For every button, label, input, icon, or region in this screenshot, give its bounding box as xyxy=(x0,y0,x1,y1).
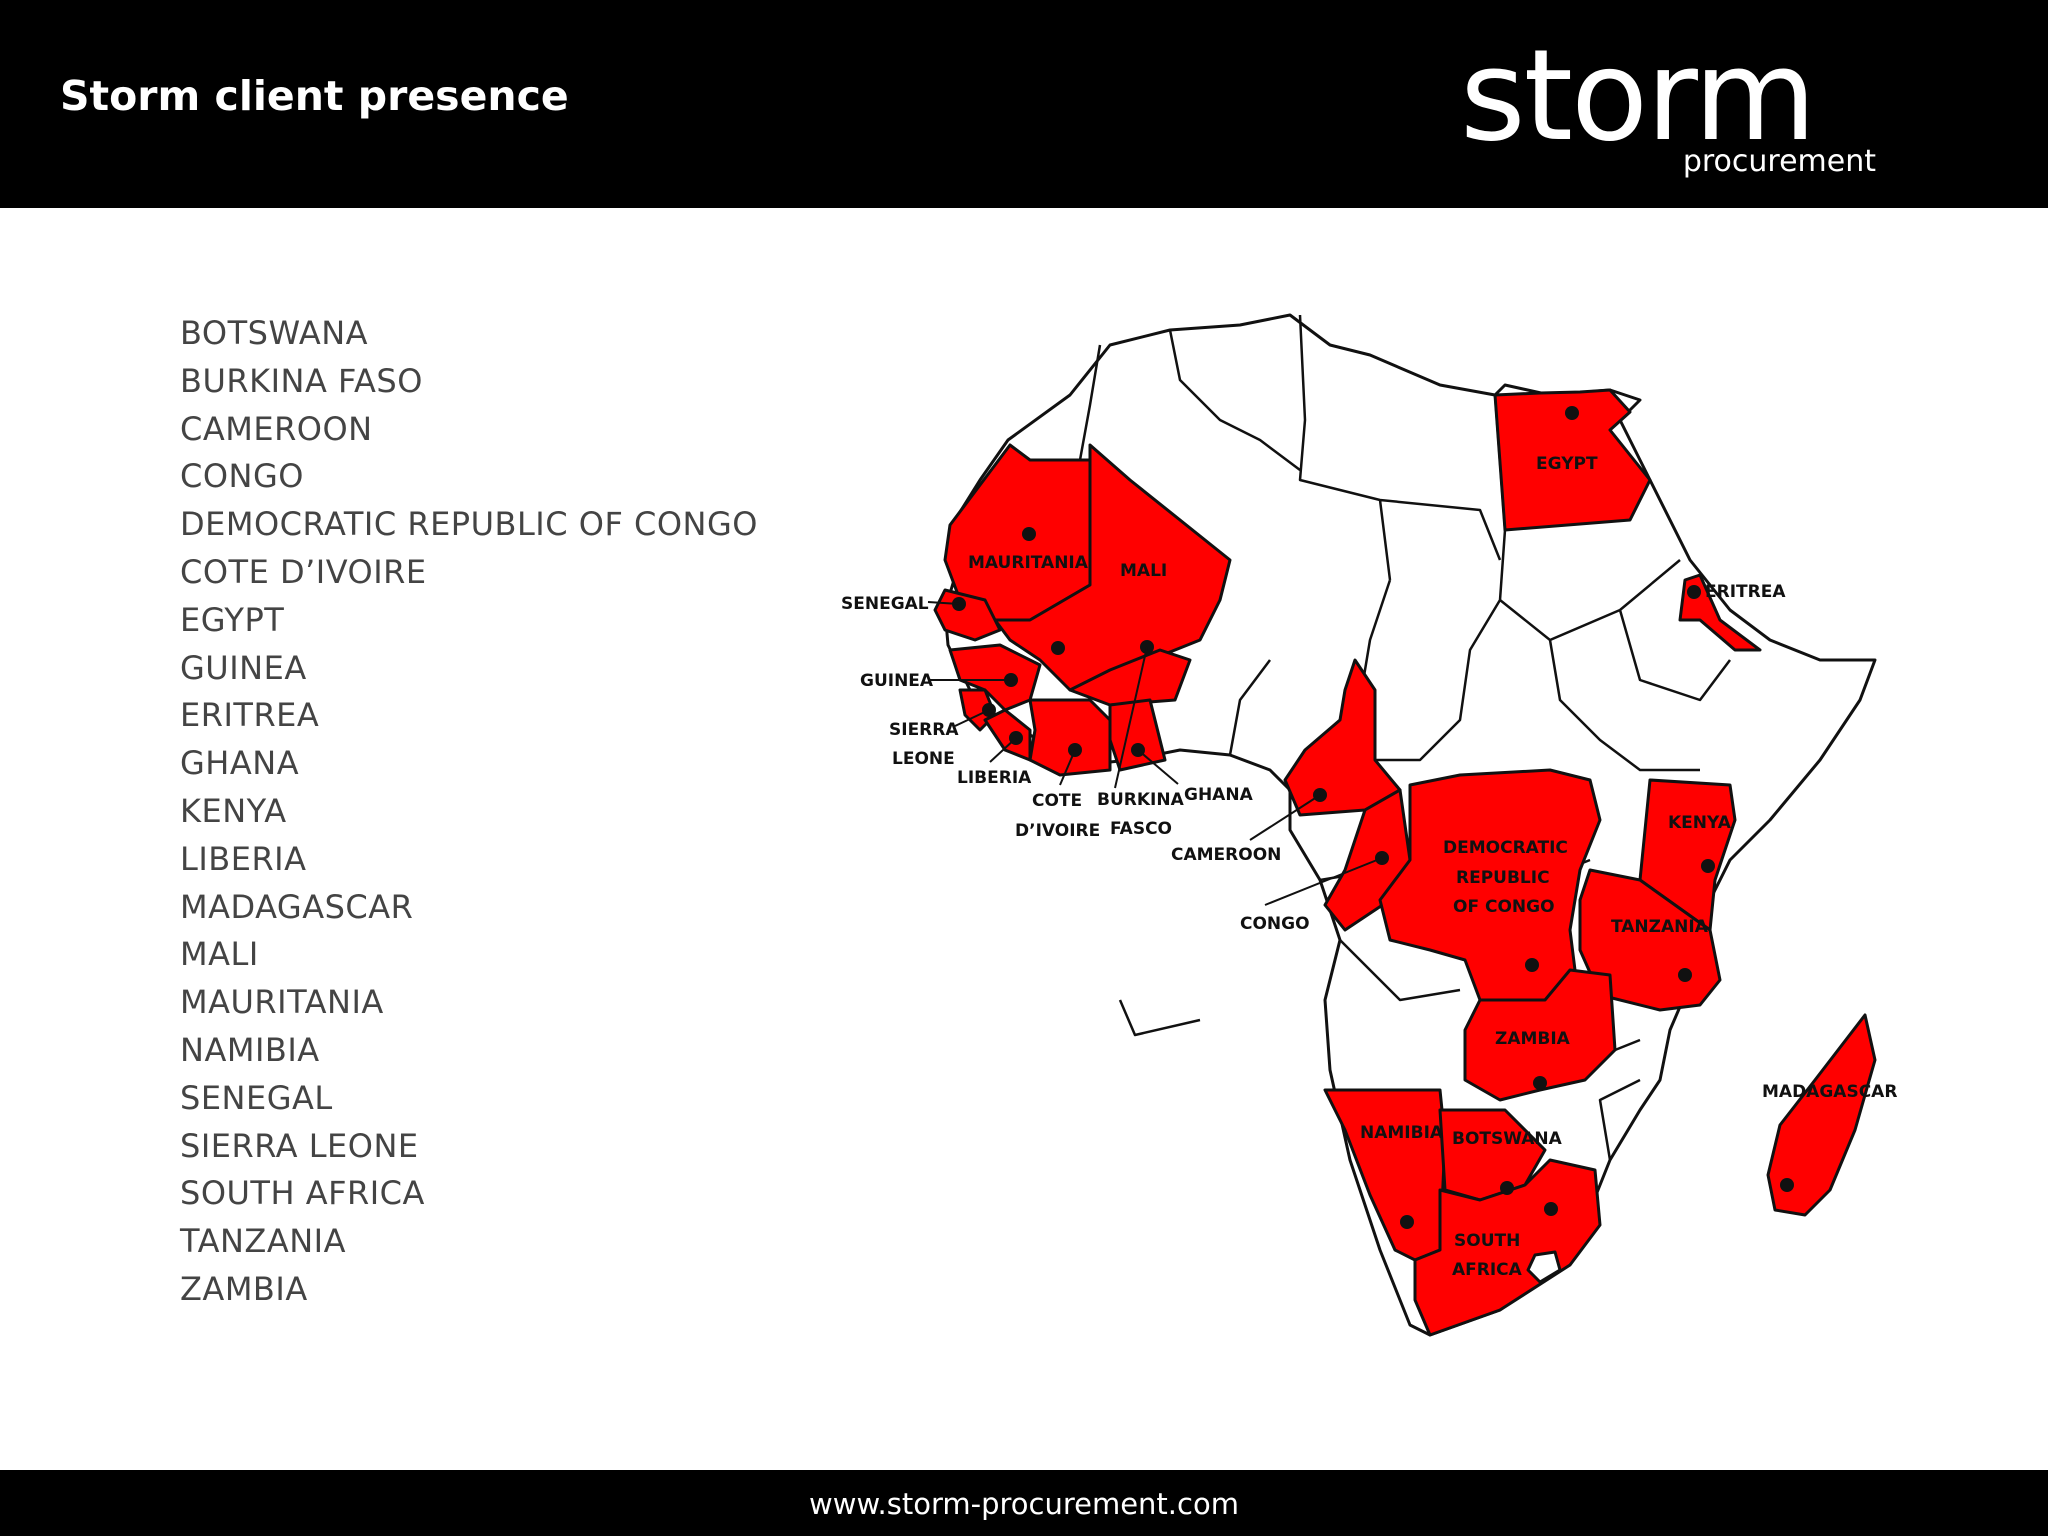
label-south-africa-line2: AFRICA xyxy=(1452,1260,1523,1280)
label-cameroon: CAMEROON xyxy=(1171,845,1281,865)
africa-map-svg: EGYPT ERITREA MAURITANIA MALI SENEGAL GU… xyxy=(841,313,1897,1337)
country-list-item: COTE D’IVOIRE xyxy=(180,552,427,591)
label-egypt: EGYPT xyxy=(1536,454,1598,474)
cameroon-shape xyxy=(1283,658,1402,817)
liberia-shape xyxy=(983,708,1032,762)
country-list-item: KENYA xyxy=(180,791,287,830)
logo-tagline: procurement xyxy=(1682,144,1876,179)
country-list-item: NAMIBIA xyxy=(180,1030,320,1069)
country-list-item: SOUTH AFRICA xyxy=(180,1174,425,1213)
lesotho-shape xyxy=(1526,1250,1562,1284)
country-list-item: SENEGAL xyxy=(180,1078,333,1117)
label-liberia: LIBERIA xyxy=(957,768,1032,788)
footer-website-url[interactable]: www.storm-procurement.com xyxy=(809,1487,1239,1521)
label-mauritania: MAURITANIA xyxy=(968,553,1089,573)
label-burkina-line2: FASCO xyxy=(1110,819,1172,839)
header-bar: Storm client presence storm procurement xyxy=(0,0,2048,208)
country-list-item: TANZANIA xyxy=(180,1222,346,1261)
label-mali: MALI xyxy=(1120,561,1167,581)
storm-logo: storm procurement xyxy=(1460,26,1880,186)
africa-map: EGYPT ERITREA MAURITANIA MALI SENEGAL GU… xyxy=(820,300,1900,1360)
country-list-item: DEMOCRATIC REPUBLIC OF CONGO xyxy=(180,505,758,544)
country-list-item: MADAGASCAR xyxy=(180,887,414,926)
country-list-item: ERITREA xyxy=(180,696,320,735)
label-south-africa-line1: SOUTH xyxy=(1454,1231,1520,1251)
country-list-item: EGYPT xyxy=(180,600,285,639)
cote-divoire-shape xyxy=(1028,698,1112,777)
country-list-item: GHANA xyxy=(180,744,300,783)
guinea-shape xyxy=(948,643,1042,712)
country-list: BOTSWANA BURKINA FASO CAMEROON CONGO DEM… xyxy=(180,310,758,1314)
leader-lines xyxy=(927,601,1383,906)
label-eritrea: ERITREA xyxy=(1705,582,1786,602)
label-ghana: GHANA xyxy=(1184,785,1254,805)
label-sierra-leone-line2: LEONE xyxy=(892,749,955,769)
country-list-item: LIBERIA xyxy=(180,839,307,878)
country-list-item: ZAMBIA xyxy=(180,1269,308,1308)
label-drc-line3: OF CONGO xyxy=(1453,897,1555,917)
label-zambia: ZAMBIA xyxy=(1495,1029,1571,1049)
country-list-item: SIERRA LEONE xyxy=(180,1126,419,1165)
zambia-shape xyxy=(1463,968,1617,1102)
label-burkina-line1: BURKINA xyxy=(1097,790,1185,810)
country-list-item: MAURITANIA xyxy=(180,983,384,1022)
country-list-item: MALI xyxy=(180,935,259,974)
madagascar-shape xyxy=(1766,1013,1877,1217)
label-botswana: BOTSWANA xyxy=(1452,1129,1563,1149)
mauritania-shape xyxy=(943,443,1092,622)
country-list-item: BOTSWANA xyxy=(180,314,369,352)
label-tanzania: TANZANIA xyxy=(1611,917,1709,937)
label-cote-divoire-line1: COTE xyxy=(1032,791,1082,811)
label-senegal: SENEGAL xyxy=(841,594,929,614)
logo-wordmark: storm xyxy=(1460,22,1816,169)
label-madagascar: MADAGASCAR xyxy=(1762,1082,1897,1102)
label-kenya: KENYA xyxy=(1668,813,1732,833)
kenya-shape xyxy=(1638,778,1737,932)
map-labels: EGYPT ERITREA MAURITANIA MALI SENEGAL GU… xyxy=(841,454,1897,1280)
country-list-item: CAMEROON xyxy=(180,409,373,448)
page-title: Storm client presence xyxy=(60,72,569,120)
country-list-item: GUINEA xyxy=(180,648,307,687)
label-guinea: GUINEA xyxy=(860,671,934,691)
egypt-shape xyxy=(1493,388,1652,532)
label-sierra-leone-line1: SIERRA xyxy=(889,720,959,740)
label-cote-divoire-line2: D’IVOIRE xyxy=(1015,821,1100,841)
label-drc-line2: REPUBLIC xyxy=(1456,868,1550,888)
country-list-item: BURKINA FASO xyxy=(180,361,423,400)
label-congo: CONGO xyxy=(1240,914,1310,934)
country-list-item: CONGO xyxy=(180,457,304,496)
label-namibia: NAMIBIA xyxy=(1360,1123,1444,1143)
footer-bar: www.storm-procurement.com xyxy=(0,1470,2048,1536)
label-drc-line1: DEMOCRATIC xyxy=(1443,838,1568,858)
